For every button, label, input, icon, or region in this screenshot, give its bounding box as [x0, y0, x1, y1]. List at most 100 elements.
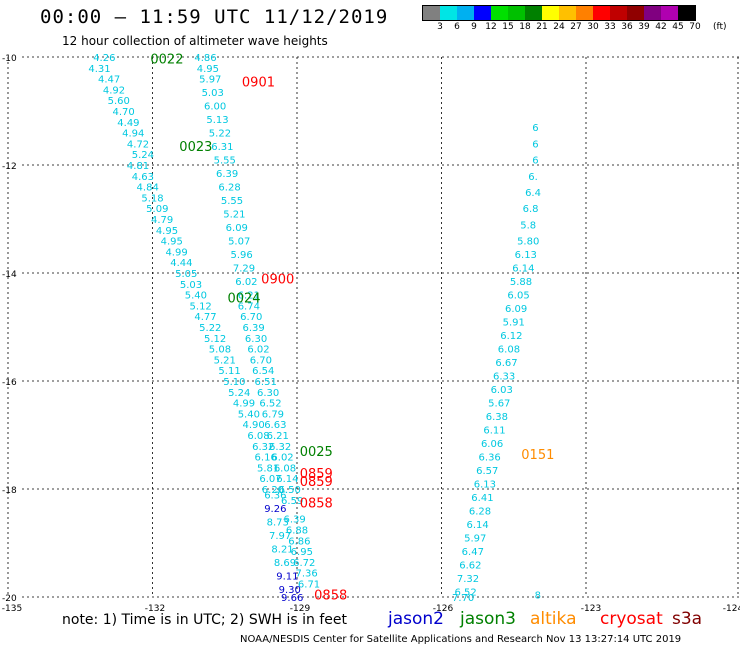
colorbar-swatch	[457, 6, 474, 20]
data-point-label: 6.39	[216, 169, 238, 180]
data-point-label: 5.67	[488, 399, 510, 410]
data-point-label: 8.73	[267, 517, 289, 528]
colorbar-swatch	[627, 6, 644, 20]
x-tick-label: -132	[145, 604, 165, 614]
data-point-label: 6.00	[204, 102, 226, 113]
y-tick-label: -10	[2, 54, 17, 64]
data-point-label: 5.96	[230, 250, 252, 261]
data-point-label: 7.29	[233, 264, 255, 275]
data-point-label: 6.08	[498, 345, 520, 356]
data-point-label: 6.32	[252, 442, 274, 453]
colorbar-swatch	[644, 6, 661, 20]
data-point-label: 6.05	[507, 291, 529, 302]
colorbar-tick-label: 27	[570, 22, 582, 32]
colorbar-tick-label: 45	[672, 22, 684, 32]
y-tick-label: -14	[2, 270, 17, 280]
data-point-label: 7.97	[269, 531, 291, 542]
pass-time-label: 0025	[300, 445, 333, 460]
data-point-label: 7.32	[457, 574, 479, 585]
colorbar-tick-label: 21	[536, 22, 548, 32]
data-point-label: 5.09	[146, 204, 168, 215]
data-point-label: 5.40	[238, 409, 260, 420]
data-point-label: 5.07	[228, 237, 250, 248]
colorbar-tick-label: 6	[454, 22, 460, 32]
data-point-label: 5.91	[503, 318, 525, 329]
colorbar-tick-label: 33	[604, 22, 616, 32]
data-point-label: 6.57	[476, 466, 498, 477]
data-point-label: 8	[535, 590, 541, 601]
data-point-label: 5.03	[202, 88, 224, 99]
data-point-label: 6.52	[259, 399, 281, 410]
data-point-label: 4.99	[165, 247, 187, 258]
data-point-label: 5.08	[209, 345, 231, 356]
pass-time-label: 0151	[521, 448, 554, 463]
colorbar-swatch	[542, 6, 559, 20]
data-point-label: 5.60	[108, 96, 130, 107]
data-point-label: 5.81	[257, 463, 279, 474]
data-point-label: 6.	[528, 172, 538, 183]
data-point-label: 6	[532, 139, 538, 150]
colorbar-tick-label: 30	[587, 22, 599, 32]
data-point-label: 5.55	[214, 156, 236, 167]
data-point-label: 6	[532, 123, 538, 134]
data-point-label: 6.32	[269, 442, 291, 453]
data-point-label: 4.99	[233, 399, 255, 410]
data-point-label: 6.62	[459, 561, 481, 572]
data-point-label: 6.08	[247, 431, 269, 442]
data-point-label: 4.86	[194, 53, 216, 64]
x-tick-label: -135	[2, 604, 22, 614]
data-point-label: 4.77	[194, 312, 216, 323]
data-point-label: 4.44	[170, 258, 192, 269]
colorbar-tick-label: 36	[621, 22, 633, 32]
data-point-label: 6.51	[255, 377, 277, 388]
x-tick-label: -124	[723, 604, 740, 614]
data-point-label: 6.63	[264, 420, 286, 431]
chart-subtitle: 12 hour collection of altimeter wave hei…	[62, 34, 328, 48]
colorbar-swatch	[661, 6, 678, 20]
data-point-label: 6.14	[466, 520, 488, 531]
data-point-label: 5.18	[141, 193, 163, 204]
data-point-label: 6.12	[500, 331, 522, 342]
data-point-label: 6.02	[247, 345, 269, 356]
pass-time-label: 0900	[261, 272, 294, 287]
footer-text: NOAA/NESDIS Center for Satellite Applica…	[240, 634, 682, 645]
data-point-label: 9.30	[279, 585, 301, 596]
colorbar-swatch	[559, 6, 576, 20]
pass-time-label: 0859	[300, 467, 333, 482]
pass-time-label: 0023	[179, 140, 212, 155]
data-point-label: 6.09	[226, 223, 248, 234]
y-tick-label: -18	[2, 486, 17, 496]
data-point-label: 6.67	[495, 358, 517, 369]
data-point-label: 6	[532, 156, 538, 167]
data-point-label: 6.03	[491, 385, 513, 396]
data-point-label: 5.12	[190, 301, 212, 312]
data-point-label: 9.11	[276, 571, 298, 582]
data-point-label: 4.72	[127, 139, 149, 150]
data-point-label: 7.36	[296, 569, 318, 580]
pass-time-label: 0901	[242, 75, 275, 90]
data-point-label: 4.26	[93, 53, 115, 64]
data-point-label: 4.70	[112, 107, 134, 118]
data-point-label: 6.39	[283, 515, 305, 526]
y-tick-label: -16	[2, 378, 17, 388]
data-point-label: 6.02	[235, 277, 257, 288]
colorbar-swatch	[491, 6, 508, 20]
data-point-label: 5.11	[218, 366, 240, 377]
data-point-label: 6.28	[469, 507, 491, 518]
colorbar-swatch	[576, 6, 593, 20]
colorbar-swatch	[440, 6, 457, 20]
data-point-label: 6.30	[257, 388, 279, 399]
data-point-label: 6.70	[240, 312, 262, 323]
data-point-label: 6.20	[262, 485, 284, 496]
data-point-label: 6.06	[481, 439, 503, 450]
data-point-label: 5.05	[175, 269, 197, 280]
colorbar-swatch	[610, 6, 627, 20]
legend-item-jason3: jason3	[460, 609, 516, 629]
data-point-label: 6.59	[281, 496, 303, 507]
colorbar-unit: (ft)	[713, 22, 727, 32]
colorbar-tick-label: 18	[519, 22, 531, 32]
data-point-label: 6.02	[271, 453, 293, 464]
data-point-label: 6.72	[293, 558, 315, 569]
data-point-label: 5.40	[185, 291, 207, 302]
